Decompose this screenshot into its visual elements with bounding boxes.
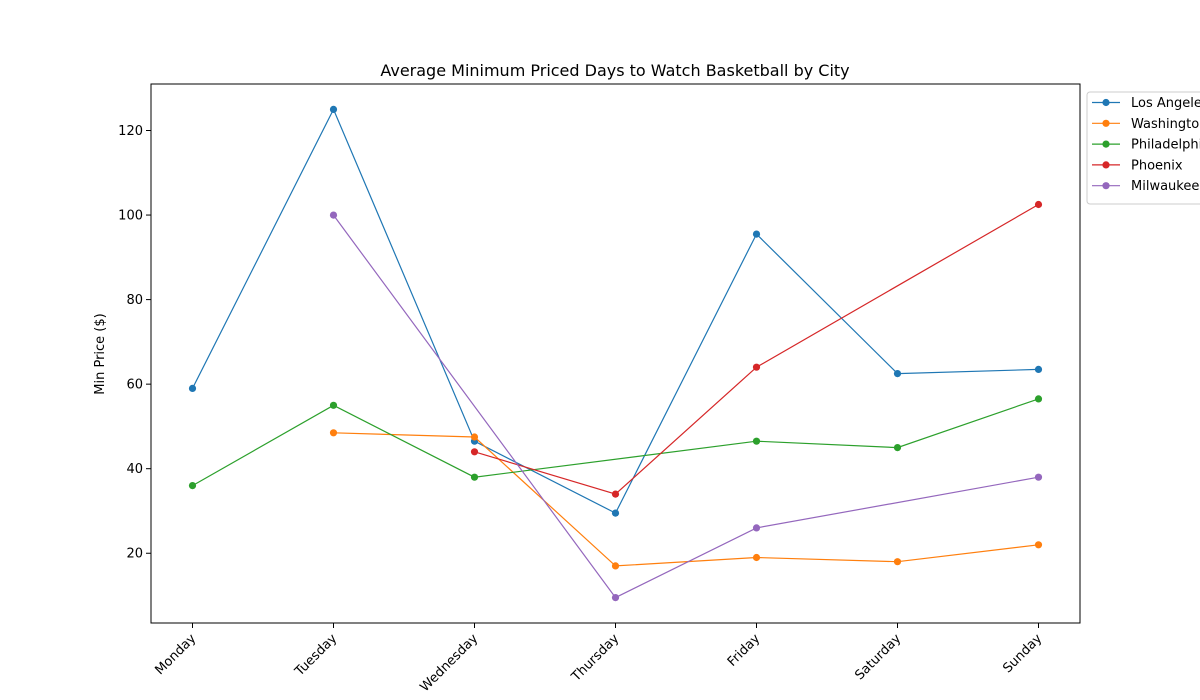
legend-box xyxy=(1086,91,1200,205)
y-axis-label: Min Price ($) xyxy=(93,313,108,394)
series-line xyxy=(191,107,1039,514)
series-line xyxy=(474,203,1039,495)
data-point xyxy=(893,444,902,452)
data-point xyxy=(1034,200,1043,209)
series-washington xyxy=(329,429,1043,570)
series-line xyxy=(192,398,1039,487)
legend-marker xyxy=(1102,182,1110,190)
data-point xyxy=(752,437,761,445)
series-line xyxy=(333,432,1039,567)
legend-marker xyxy=(1102,98,1110,107)
legend-item: Washington xyxy=(1092,117,1200,132)
legend-label: Washington xyxy=(1131,117,1200,132)
data-point xyxy=(1034,365,1043,373)
x-tick-label: Friday xyxy=(725,631,764,670)
plot-frame xyxy=(150,83,1081,624)
legend-item: Phoenix xyxy=(1092,158,1183,173)
x-tick-label: Sunday xyxy=(1000,631,1045,676)
legend-marker xyxy=(1102,140,1110,148)
x-tick-label: Wednesday xyxy=(418,631,482,695)
series-line xyxy=(333,214,1039,599)
series-phoenix xyxy=(470,200,1043,498)
legend-marker xyxy=(1102,119,1110,127)
data-point xyxy=(329,105,338,113)
legend-item: Philadelphia xyxy=(1092,138,1200,153)
y-tick-label: 80 xyxy=(126,293,143,308)
data-point xyxy=(1034,541,1043,549)
data-point xyxy=(611,562,620,570)
data-point xyxy=(611,594,620,602)
y-tick-label: 60 xyxy=(126,378,143,393)
x-tick-label: Monday xyxy=(152,631,199,678)
legend-label: Philadelphia xyxy=(1131,138,1200,153)
data-point xyxy=(752,363,761,371)
data-point xyxy=(470,448,479,456)
data-point xyxy=(1034,473,1043,481)
plot-area xyxy=(150,83,1081,624)
x-axis: Monday Tuesday Wednesday Thursday Friday Satu… xyxy=(152,623,1046,695)
legend-item: Milwaukee xyxy=(1092,179,1199,194)
data-point xyxy=(752,230,761,238)
y-tick-label: 100 xyxy=(118,209,143,224)
y-tick-label: 120 xyxy=(118,124,143,139)
data-point xyxy=(893,370,902,378)
series-layer xyxy=(188,105,1043,602)
y-axis: 20 40 60 80 100 120 xyxy=(118,124,151,562)
legend: Los Angeles Washington Philadelphia Phoenix… xyxy=(1086,91,1200,205)
legend-label: Los Angeles xyxy=(1131,96,1200,111)
series-milwaukee xyxy=(329,211,1043,602)
series-los-angeles xyxy=(188,105,1043,517)
data-point xyxy=(470,433,479,441)
x-tick-label: Tuesday xyxy=(292,631,341,680)
chart-title: Average Minimum Priced Days to Watch Bas… xyxy=(380,61,849,80)
data-point xyxy=(188,482,197,490)
legend-label: Phoenix xyxy=(1131,158,1183,173)
legend-item: Los Angeles xyxy=(1092,96,1200,111)
x-tick-label: Thursday xyxy=(568,631,622,685)
y-tick-label: 20 xyxy=(126,547,143,562)
data-point xyxy=(329,401,338,409)
data-point xyxy=(1034,395,1043,403)
data-point xyxy=(893,558,902,566)
data-point xyxy=(752,524,761,532)
series-philadelphia xyxy=(188,395,1043,490)
y-tick-label: 40 xyxy=(126,462,143,477)
x-tick-label: Saturday xyxy=(852,631,904,683)
legend-marker xyxy=(1102,161,1110,169)
data-point xyxy=(611,490,620,498)
data-point xyxy=(188,384,197,392)
data-point xyxy=(752,553,761,562)
data-point xyxy=(470,473,479,481)
legend-label: Milwaukee xyxy=(1131,179,1199,194)
data-point xyxy=(329,429,338,437)
data-point xyxy=(329,211,338,219)
data-point xyxy=(611,509,620,517)
